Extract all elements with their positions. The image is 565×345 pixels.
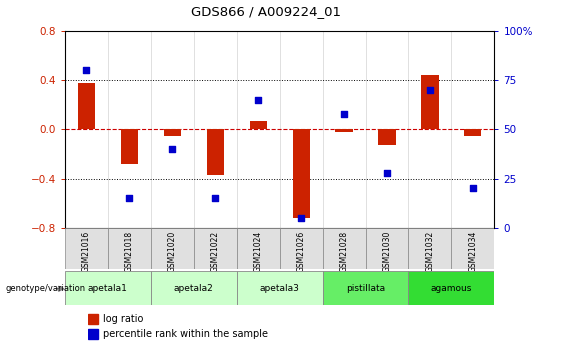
Bar <box>293 129 310 218</box>
Point <box>82 68 91 73</box>
Text: GSM21024: GSM21024 <box>254 231 263 272</box>
Point <box>125 195 134 201</box>
Text: GDS866 / A009224_01: GDS866 / A009224_01 <box>190 5 341 18</box>
Text: GSM21028: GSM21028 <box>340 231 349 272</box>
Bar <box>108 228 151 269</box>
Point <box>425 87 434 93</box>
Point <box>211 195 220 201</box>
Bar <box>237 228 280 269</box>
Bar <box>65 228 108 269</box>
Text: agamous: agamous <box>431 284 472 293</box>
Text: GSM21034: GSM21034 <box>468 231 477 273</box>
Point <box>297 215 306 221</box>
Bar <box>207 129 224 175</box>
Bar <box>379 129 395 145</box>
Bar <box>336 129 353 132</box>
Bar <box>237 271 323 305</box>
Bar <box>121 129 138 164</box>
Text: GSM21030: GSM21030 <box>383 231 392 273</box>
Bar <box>194 228 237 269</box>
Bar <box>65 271 151 305</box>
Bar <box>88 329 98 339</box>
Point <box>254 97 263 103</box>
Bar <box>280 228 323 269</box>
Text: GSM21020: GSM21020 <box>168 231 177 272</box>
Bar <box>323 271 408 305</box>
Text: percentile rank within the sample: percentile rank within the sample <box>103 329 268 339</box>
Bar <box>408 228 451 269</box>
Text: GSM21016: GSM21016 <box>82 231 91 272</box>
Text: apetala3: apetala3 <box>260 284 299 293</box>
Text: GSM21032: GSM21032 <box>425 231 434 272</box>
Text: pistillata: pistillata <box>346 284 385 293</box>
Text: GSM21022: GSM21022 <box>211 231 220 272</box>
Bar <box>151 271 237 305</box>
Bar <box>464 129 481 136</box>
Point <box>340 111 349 116</box>
Text: GSM21026: GSM21026 <box>297 231 306 272</box>
Bar <box>88 314 98 324</box>
Bar <box>250 121 267 129</box>
Bar <box>421 75 438 129</box>
Bar <box>323 228 366 269</box>
Text: GSM21018: GSM21018 <box>125 231 134 272</box>
Text: genotype/variation: genotype/variation <box>6 284 86 293</box>
Point <box>468 186 477 191</box>
Bar <box>151 228 194 269</box>
Bar <box>408 271 494 305</box>
Bar <box>78 83 95 129</box>
Point <box>383 170 392 175</box>
Text: apetala1: apetala1 <box>88 284 128 293</box>
Bar <box>164 129 181 136</box>
Point <box>168 146 177 152</box>
Text: log ratio: log ratio <box>103 314 143 324</box>
Bar <box>451 228 494 269</box>
Bar <box>366 228 408 269</box>
Text: apetala2: apetala2 <box>174 284 214 293</box>
